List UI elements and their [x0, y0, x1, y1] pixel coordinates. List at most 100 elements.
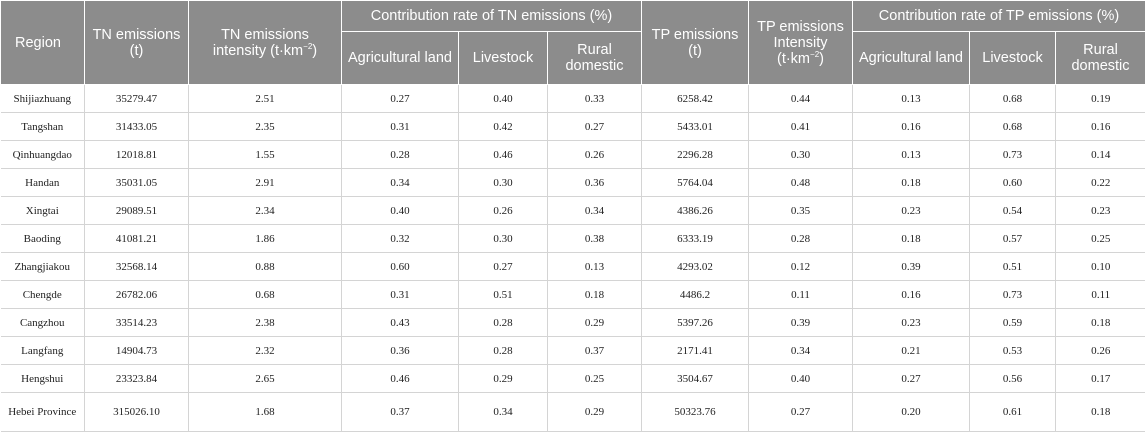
- cell-tn-livestock: 0.27: [458, 252, 548, 281]
- cell-region: Langfang: [0, 336, 85, 365]
- cell-tn-agricultural: 0.31: [341, 280, 459, 309]
- cell-tn-agricultural: 0.27: [341, 84, 459, 113]
- cell-tp-livestock: 0.59: [969, 308, 1056, 337]
- cell-tn-livestock: 0.42: [458, 112, 548, 141]
- cell-tn-rural: 0.25: [547, 364, 642, 393]
- cell-tn-rural: 0.13: [547, 252, 642, 281]
- cell-tn-emissions: 32568.14: [84, 252, 189, 281]
- cell-tp-agricultural: 0.39: [852, 252, 970, 281]
- cell-tp-agricultural: 0.23: [852, 308, 970, 337]
- cell-tn-agricultural: 0.31: [341, 112, 459, 141]
- cell-tn-rural: 0.27: [547, 112, 642, 141]
- cell-tp-emissions: 6333.19: [641, 224, 749, 253]
- header-tn-rural: Rural domestic: [547, 31, 642, 85]
- header-tn-intensity-end: ): [312, 42, 318, 59]
- cell-tn-rural: 0.29: [547, 392, 642, 432]
- cell-tp-rural: 0.19: [1055, 84, 1145, 113]
- cell-region: Qinhuangdao: [0, 140, 85, 169]
- cell-tn-emissions: 33514.23: [84, 308, 189, 337]
- cell-tp-agricultural: 0.13: [852, 84, 970, 113]
- cell-tp-rural: 0.23: [1055, 196, 1145, 225]
- cell-tp-intensity: 0.44: [748, 84, 853, 113]
- cell-tp-emissions: 5764.04: [641, 168, 749, 197]
- header-tn-contribution: Contribution rate of TN emissions (%): [341, 0, 642, 32]
- cell-region: Zhangjiakou: [0, 252, 85, 281]
- cell-region: Handan: [0, 168, 85, 197]
- cell-tp-livestock: 0.54: [969, 196, 1056, 225]
- cell-tp-emissions: 5397.26: [641, 308, 749, 337]
- cell-tn-agricultural: 0.32: [341, 224, 459, 253]
- cell-tn-agricultural: 0.60: [341, 252, 459, 281]
- header-tp-intensity-sup: −2: [810, 49, 820, 59]
- header-tn-intensity-text: TN emissions intensity (t·km: [212, 26, 309, 59]
- cell-tn-agricultural: 0.36: [341, 336, 459, 365]
- header-tn-intensity: TN emissions intensity (t·km−2): [188, 0, 342, 85]
- cell-tp-emissions: 4386.26: [641, 196, 749, 225]
- table-row: Qinhuangdao 12018.81 1.55 0.28 0.46 0.26 2296.…: [0, 140, 1145, 169]
- cell-tp-rural: 0.11: [1055, 280, 1145, 309]
- header-tn-intensity-sup: −2: [303, 41, 313, 51]
- cell-tn-livestock: 0.28: [458, 336, 548, 365]
- cell-tn-rural: 0.18: [547, 280, 642, 309]
- cell-tp-agricultural: 0.16: [852, 280, 970, 309]
- cell-tn-agricultural: 0.34: [341, 168, 459, 197]
- cell-tn-rural: 0.37: [547, 336, 642, 365]
- cell-tn-emissions: 26782.06: [84, 280, 189, 309]
- cell-tp-agricultural: 0.18: [852, 168, 970, 197]
- table-row: Hebei Province 315026.10 1.68 0.37 0.34 0.29 5…: [0, 392, 1145, 432]
- cell-tp-livestock: 0.73: [969, 140, 1056, 169]
- cell-tp-livestock: 0.51: [969, 252, 1056, 281]
- cell-tp-emissions: 4293.02: [641, 252, 749, 281]
- header-tp-intensity: TP emissions Intensity (t·km−2): [748, 0, 853, 85]
- table-body: Shijiazhuang 35279.47 2.51 0.27 0.40 0.33 6258…: [0, 84, 1145, 432]
- cell-tp-agricultural: 0.20: [852, 392, 970, 432]
- table-row: Zhangjiakou 32568.14 0.88 0.60 0.27 0.13 4293.…: [0, 252, 1145, 281]
- cell-region: Hebei Province: [0, 392, 85, 432]
- cell-tp-rural: 0.16: [1055, 112, 1145, 141]
- cell-tp-agricultural: 0.18: [852, 224, 970, 253]
- cell-tp-rural: 0.17: [1055, 364, 1145, 393]
- cell-tp-rural: 0.14: [1055, 140, 1145, 169]
- cell-tp-rural: 0.22: [1055, 168, 1145, 197]
- cell-tn-rural: 0.26: [547, 140, 642, 169]
- cell-tp-intensity: 0.39: [748, 308, 853, 337]
- table-header: Region TN emissions (t) TN emissions int…: [0, 0, 1145, 85]
- header-tp-intensity-end: ): [819, 50, 824, 67]
- table-row: Xingtai 29089.51 2.34 0.40 0.26 0.34 4386.26 0.…: [0, 196, 1145, 225]
- table-row: Cangzhou 33514.23 2.38 0.43 0.28 0.29 5397.26 0…: [0, 308, 1145, 337]
- cell-tn-agricultural: 0.46: [341, 364, 459, 393]
- cell-tp-rural: 0.10: [1055, 252, 1145, 281]
- cell-tn-rural: 0.36: [547, 168, 642, 197]
- cell-tp-agricultural: 0.16: [852, 112, 970, 141]
- cell-tp-emissions: 3504.67: [641, 364, 749, 393]
- cell-tn-rural: 0.34: [547, 196, 642, 225]
- cell-tp-agricultural: 0.27: [852, 364, 970, 393]
- header-tp-contribution: Contribution rate of TP emissions (%): [851, 0, 1145, 32]
- header-tp-rural: Rural domestic: [1054, 31, 1145, 85]
- table-row: Langfang 14904.73 2.32 0.36 0.28 0.37 2171.41 0…: [0, 336, 1145, 365]
- table-row: Handan 35031.05 2.91 0.34 0.30 0.36 5764.04 0.4…: [0, 168, 1145, 197]
- cell-tn-livestock: 0.46: [458, 140, 548, 169]
- cell-tp-livestock: 0.60: [969, 168, 1056, 197]
- cell-tn-intensity: 2.34: [188, 196, 342, 225]
- cell-region: Shijiazhuang: [0, 84, 85, 113]
- cell-tn-intensity: 0.88: [188, 252, 342, 281]
- cell-tn-emissions: 35031.05: [84, 168, 189, 197]
- table-row: Chengde 26782.06 0.68 0.31 0.51 0.18 4486.2 0.1…: [0, 280, 1145, 309]
- header-tn-livestock: Livestock: [458, 31, 548, 85]
- header-tn-agricultural: Agricultural land: [341, 31, 459, 85]
- cell-tn-agricultural: 0.43: [341, 308, 459, 337]
- cell-tn-rural: 0.29: [547, 308, 642, 337]
- cell-tn-intensity: 0.68: [188, 280, 342, 309]
- cell-tn-intensity: 2.91: [188, 168, 342, 197]
- header-row-top: Region TN emissions (t) TN emissions int…: [0, 0, 1145, 85]
- cell-tp-livestock: 0.73: [969, 280, 1056, 309]
- cell-tn-intensity: 1.55: [188, 140, 342, 169]
- cell-tp-livestock: 0.57: [969, 224, 1056, 253]
- header-tp-intensity-text: TP emissions Intensity (t·km: [757, 18, 844, 67]
- cell-tp-intensity: 0.41: [748, 112, 853, 141]
- cell-tn-emissions: 29089.51: [84, 196, 189, 225]
- cell-tp-agricultural: 0.13: [852, 140, 970, 169]
- header-tp-agricultural: Agricultural land: [852, 31, 970, 85]
